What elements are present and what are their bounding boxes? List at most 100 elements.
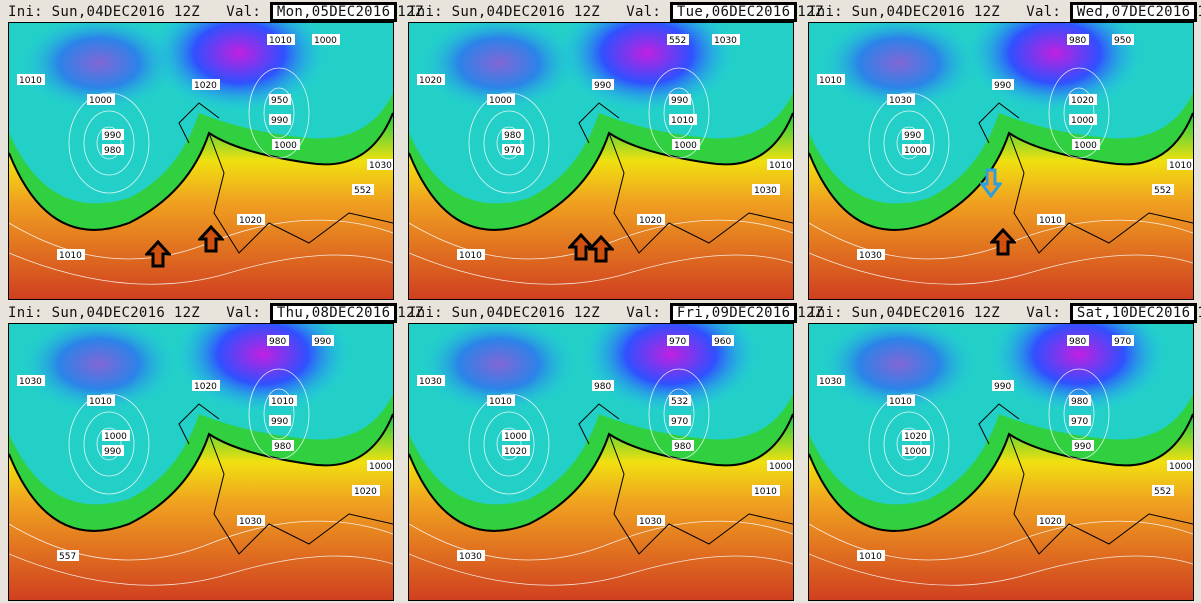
contour-label: 980 [1067, 335, 1089, 347]
contour-label: 950 [269, 94, 291, 106]
svg-text:1000: 1000 [769, 462, 792, 472]
geopotential-map: 1020 1000 980 970 990 552 1030 990 1010 1000 1010 1… [408, 22, 794, 300]
contour-label: 1000 [1072, 139, 1100, 151]
svg-text:980: 980 [594, 382, 611, 392]
valid-hour: 12Z [797, 4, 824, 20]
contour-label: 1020 [192, 380, 220, 392]
geopotential-map: 1030 1010 1000 990 1020 980 990 1010 990 980 1000 1… [8, 323, 394, 601]
svg-text:552: 552 [354, 186, 371, 196]
valid-hour: 12Z [1197, 4, 1201, 20]
valid-date: Mon,05DEC2016 [269, 2, 398, 22]
init-time: Ini: Sun,04DEC2016 12Z [408, 4, 601, 20]
svg-text:1020: 1020 [504, 447, 527, 457]
svg-text:1010: 1010 [769, 161, 792, 171]
valid-label: Val: [626, 4, 662, 20]
contour-label: 990 [102, 445, 124, 457]
svg-text:980: 980 [274, 442, 291, 452]
svg-text:950: 950 [1114, 36, 1131, 46]
svg-text:1020: 1020 [239, 216, 262, 226]
svg-text:1030: 1030 [859, 251, 882, 261]
contour-label: 990 [902, 129, 924, 141]
contour-label: 1020 [1037, 515, 1065, 527]
contour-label: 1010 [57, 249, 85, 261]
arrow-up-icon [586, 234, 616, 267]
arrow-up-icon [143, 239, 173, 272]
svg-text:1010: 1010 [1039, 216, 1062, 226]
contour-label: 1020 [502, 445, 530, 457]
contour-label: 1000 [312, 34, 340, 46]
contour-label: 552 [1152, 184, 1174, 196]
forecast-panel: Ini: Sun,04DEC2016 12Z Val: Thu,08DEC201… [0, 224, 423, 601]
contour-label: 1010 [767, 159, 793, 171]
panel-header: Ini: Sun,04DEC2016 12Z Val: Wed,07DEC201… [808, 2, 1201, 22]
contour-label: 1000 [1069, 114, 1097, 126]
svg-text:1020: 1020 [354, 487, 377, 497]
svg-text:1010: 1010 [59, 251, 82, 261]
forecast-panel: Ini: Sun,04DEC2016 12Z Val: Mon,05DEC201… [0, 0, 423, 300]
contour-label: 970 [1112, 335, 1134, 347]
svg-text:1010: 1010 [269, 36, 292, 46]
svg-text:1030: 1030 [889, 96, 912, 106]
contour-label: 557 [57, 550, 79, 562]
contour-label: 1000 [367, 460, 393, 472]
svg-text:552: 552 [1154, 487, 1171, 497]
svg-text:980: 980 [1071, 397, 1088, 407]
panel-header: Ini: Sun,04DEC2016 12Z Val: Mon,05DEC201… [8, 2, 424, 22]
valid-date: Fri,09DEC2016 [669, 303, 798, 323]
svg-text:532: 532 [671, 397, 688, 407]
valid-date: Wed,07DEC2016 [1069, 2, 1198, 22]
svg-text:970: 970 [671, 417, 688, 427]
contour-label: 950 [1112, 34, 1134, 46]
svg-text:1000: 1000 [104, 432, 127, 442]
valid-date: Thu,08DEC2016 [269, 303, 398, 323]
svg-text:1030: 1030 [239, 517, 262, 527]
contour-label: 552 [1152, 485, 1174, 497]
valid-date: Tue,06DEC2016 [669, 2, 798, 22]
contour-label: 1000 [502, 430, 530, 442]
svg-text:1030: 1030 [639, 517, 662, 527]
svg-text:1010: 1010 [489, 397, 512, 407]
contour-label: 1000 [902, 445, 930, 457]
contour-label: 1010 [87, 395, 115, 407]
svg-text:1020: 1020 [194, 382, 217, 392]
svg-text:990: 990 [314, 337, 331, 347]
valid-label: Val: [626, 305, 662, 321]
contour-label: 1000 [902, 144, 930, 156]
contour-label: 1000 [672, 139, 700, 151]
svg-text:1010: 1010 [89, 397, 112, 407]
contour-label: 1010 [17, 74, 45, 86]
svg-text:1000: 1000 [904, 447, 927, 457]
contour-label: 1030 [712, 34, 740, 46]
svg-text:950: 950 [271, 96, 288, 106]
contour-label: 1020 [417, 74, 445, 86]
forecast-panel: Ini: Sun,04DEC2016 12Z Val: Wed,07DEC201… [800, 0, 1201, 300]
panel-header: Ini: Sun,04DEC2016 12Z Val: Sat,10DEC201… [808, 303, 1201, 323]
forecast-panel: Ini: Sun,04DEC2016 12Z Val: Sat,10DEC201… [800, 168, 1201, 601]
panel-header: Ini: Sun,04DEC2016 12Z Val: Thu,08DEC201… [8, 303, 424, 323]
contour-label: 1010 [267, 34, 295, 46]
forecast-panel: Ini: Sun,04DEC2016 12Z Val: Fri,09DEC201… [400, 234, 823, 601]
contour-label: 970 [667, 335, 689, 347]
contour-label: 1020 [237, 214, 265, 226]
contour-label: 980 [502, 129, 524, 141]
contour-label: 1020 [637, 214, 665, 226]
contour-label: 990 [102, 129, 124, 141]
contour-label: 970 [502, 144, 524, 156]
contour-label: 1020 [192, 79, 220, 91]
contour-label: 1010 [1167, 159, 1193, 171]
contour-label: 990 [269, 415, 291, 427]
svg-text:990: 990 [1074, 442, 1091, 452]
svg-text:1010: 1010 [1169, 161, 1192, 171]
init-time: Ini: Sun,04DEC2016 12Z [8, 305, 201, 321]
contour-label: 1000 [102, 430, 130, 442]
svg-text:1020: 1020 [1071, 96, 1094, 106]
svg-text:1010: 1010 [19, 76, 42, 86]
svg-text:1030: 1030 [19, 377, 42, 387]
contour-label: 1030 [637, 515, 665, 527]
arrow-down-icon [979, 168, 1003, 202]
geopotential-map: 1010 1030 990 1000 990 980 950 1020 1000 1000 1010… [808, 22, 1194, 300]
svg-text:990: 990 [994, 81, 1011, 91]
svg-text:970: 970 [669, 337, 686, 347]
contour-label: 1000 [272, 139, 300, 151]
arrow-up-icon [196, 224, 226, 257]
